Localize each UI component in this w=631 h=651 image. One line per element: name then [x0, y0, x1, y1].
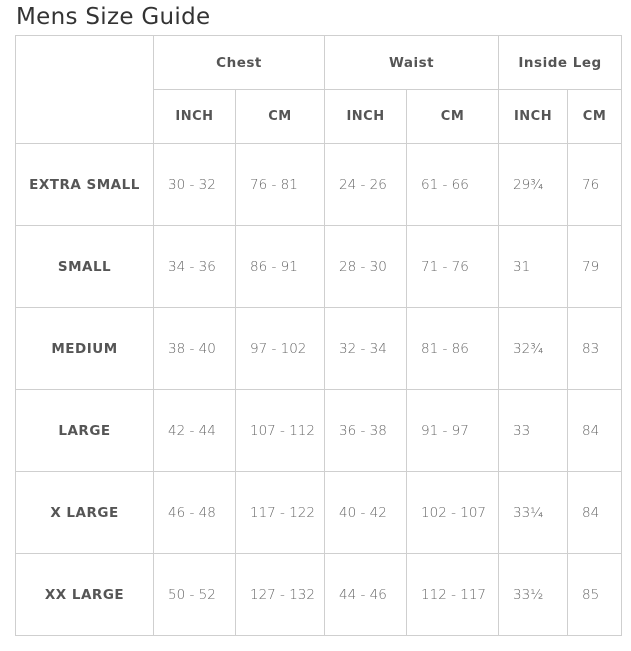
size-label: EXTRA SMALL [15, 143, 154, 226]
size-value: 40 - 42 [324, 471, 408, 554]
size-value: 38 - 40 [153, 307, 236, 390]
header-unit: CM [406, 89, 500, 144]
size-value: 84 [567, 471, 623, 554]
size-value: 30 - 32 [153, 143, 236, 226]
size-label: MEDIUM [15, 307, 154, 390]
table-row: EXTRA SMALL 30 - 32 76 - 81 24 - 26 61 - 66 2… [15, 143, 623, 226]
size-value: 29¾ [498, 143, 569, 226]
size-value: 117 - 122 [234, 471, 326, 554]
size-value: 76 [567, 143, 623, 226]
size-guide-table: Chest Waist Inside Leg INCH CM INCH CM INCH C… [15, 35, 623, 636]
size-value: 32¾ [498, 307, 569, 390]
size-value: 76 - 81 [234, 143, 326, 226]
size-value: 34 - 36 [153, 225, 236, 308]
size-value: 32 - 34 [324, 307, 408, 390]
size-value: 28 - 30 [324, 225, 408, 308]
header-unit: INCH [498, 89, 569, 144]
size-value: 33¼ [498, 471, 569, 554]
size-value: 71 - 76 [406, 225, 500, 308]
size-value: 50 - 52 [153, 553, 236, 636]
header-inside-leg: Inside Leg [498, 35, 623, 90]
table-row: X LARGE 46 - 48 117 - 122 40 - 42 102 - 107 3… [15, 471, 623, 554]
header-unit: INCH [153, 89, 236, 144]
size-value: 84 [567, 389, 623, 472]
size-value: 79 [567, 225, 623, 308]
size-value: 44 - 46 [324, 553, 408, 636]
page-title: Mens Size Guide [16, 4, 211, 30]
size-value: 102 - 107 [406, 471, 500, 554]
header-unit: INCH [324, 89, 408, 144]
size-value: 61 - 66 [406, 143, 500, 226]
header-chest: Chest [152, 35, 326, 90]
size-label: XX LARGE [15, 553, 154, 636]
header-unit: CM [567, 89, 623, 144]
size-value: 31 [498, 225, 569, 308]
size-value: 42 - 44 [153, 389, 236, 472]
size-value: 24 - 26 [324, 143, 408, 226]
size-value: 91 - 97 [406, 389, 500, 472]
size-value: 107 - 112 [234, 389, 326, 472]
header-unit: CM [234, 89, 326, 144]
header-waist: Waist [324, 35, 500, 90]
size-label: LARGE [15, 389, 154, 472]
table-row: MEDIUM 38 - 40 97 - 102 32 - 34 81 - 86 32¾ 83 [15, 307, 623, 390]
table-row: XX LARGE 50 - 52 127 - 132 44 - 46 112 - 117… [15, 553, 623, 636]
size-label: X LARGE [15, 471, 154, 554]
size-value: 46 - 48 [153, 471, 236, 554]
size-value: 85 [567, 553, 623, 636]
table-row: LARGE 42 - 44 107 - 112 36 - 38 91 - 97 33 84 [15, 389, 623, 472]
size-value: 83 [567, 307, 623, 390]
table-row: SMALL 34 - 36 86 - 91 28 - 30 71 - 76 31 79 [15, 225, 623, 308]
size-value: 97 - 102 [234, 307, 326, 390]
size-value: 81 - 86 [406, 307, 500, 390]
size-value: 127 - 132 [234, 553, 326, 636]
corner-cell [15, 35, 154, 144]
size-value: 36 - 38 [324, 389, 408, 472]
size-value: 33½ [498, 553, 569, 636]
size-value: 112 - 117 [406, 553, 500, 636]
size-value: 86 - 91 [234, 225, 326, 308]
size-label: SMALL [15, 225, 154, 308]
size-value: 33 [498, 389, 569, 472]
